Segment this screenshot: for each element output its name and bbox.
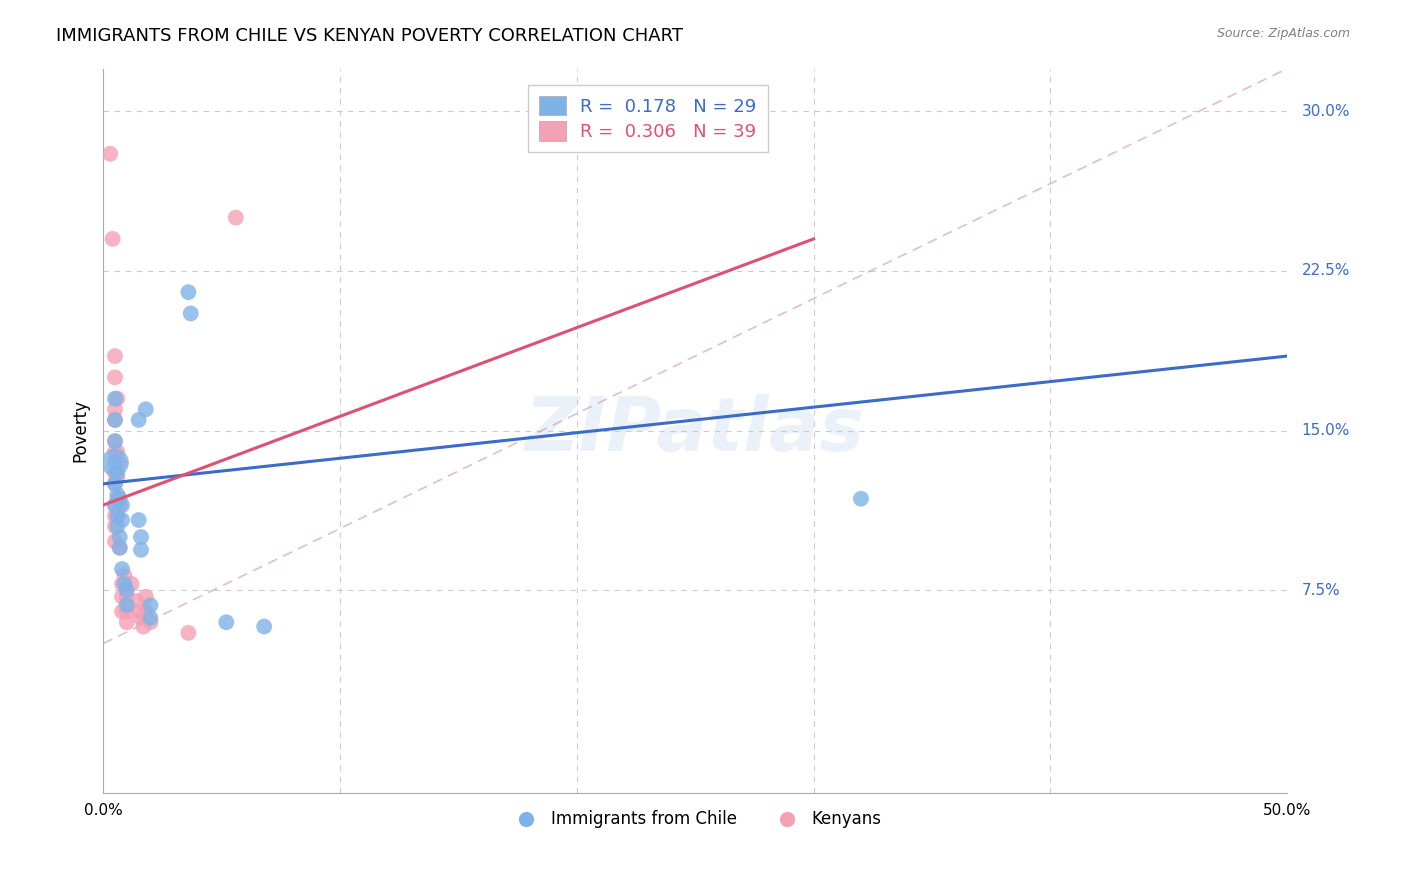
- Point: [114, 577, 136, 591]
- Point: [101, 232, 124, 246]
- Point: [104, 445, 127, 459]
- Point: [129, 611, 152, 625]
- Point: [104, 498, 127, 512]
- Text: 22.5%: 22.5%: [1302, 263, 1350, 278]
- Point: [180, 306, 202, 320]
- Point: [115, 615, 138, 630]
- Text: 50.0%: 50.0%: [1263, 804, 1312, 818]
- Point: [104, 434, 127, 449]
- Point: [108, 491, 131, 506]
- Point: [849, 491, 872, 506]
- Y-axis label: Poverty: Poverty: [72, 399, 89, 462]
- Point: [105, 470, 128, 484]
- Point: [128, 513, 150, 527]
- Point: [108, 456, 131, 470]
- Text: 15.0%: 15.0%: [1302, 423, 1350, 438]
- Point: [128, 413, 150, 427]
- Point: [104, 370, 127, 384]
- Point: [98, 146, 121, 161]
- Point: [108, 541, 131, 555]
- Text: IMMIGRANTS FROM CHILE VS KENYAN POVERTY CORRELATION CHART: IMMIGRANTS FROM CHILE VS KENYAN POVERTY …: [56, 27, 683, 45]
- Point: [111, 577, 134, 591]
- Point: [253, 619, 276, 633]
- Point: [105, 508, 128, 523]
- Point: [129, 542, 152, 557]
- Point: [111, 513, 134, 527]
- Point: [115, 590, 138, 604]
- Point: [135, 402, 157, 417]
- Point: [139, 599, 162, 613]
- Text: 0.0%: 0.0%: [84, 804, 122, 818]
- Point: [105, 519, 128, 533]
- Point: [139, 611, 162, 625]
- Point: [108, 530, 131, 544]
- Point: [105, 487, 128, 501]
- Point: [111, 562, 134, 576]
- Point: [104, 456, 127, 470]
- Text: Source: ZipAtlas.com: Source: ZipAtlas.com: [1216, 27, 1350, 40]
- Text: 7.5%: 7.5%: [1302, 582, 1340, 598]
- Point: [225, 211, 247, 225]
- Point: [104, 476, 127, 491]
- Text: 30.0%: 30.0%: [1302, 103, 1350, 119]
- Point: [104, 476, 127, 491]
- Point: [135, 605, 157, 619]
- Point: [104, 434, 127, 449]
- Point: [104, 498, 127, 512]
- Point: [135, 590, 157, 604]
- Point: [139, 615, 162, 630]
- Point: [121, 577, 143, 591]
- Point: [114, 568, 136, 582]
- Legend: Immigrants from Chile, Kenyans: Immigrants from Chile, Kenyans: [502, 804, 889, 835]
- Point: [104, 349, 127, 363]
- Point: [104, 413, 127, 427]
- Point: [115, 605, 138, 619]
- Point: [215, 615, 238, 630]
- Point: [108, 498, 131, 512]
- Point: [111, 590, 134, 604]
- Point: [132, 619, 155, 633]
- Point: [125, 594, 148, 608]
- Point: [129, 530, 152, 544]
- Point: [105, 466, 128, 480]
- Point: [104, 534, 127, 549]
- Point: [105, 491, 128, 506]
- Point: [104, 402, 127, 417]
- Point: [108, 541, 131, 555]
- Point: [115, 599, 138, 613]
- Text: ZIPatlas: ZIPatlas: [526, 394, 865, 467]
- Point: [104, 392, 127, 406]
- Point: [104, 519, 127, 533]
- Point: [177, 285, 200, 300]
- Point: [128, 605, 150, 619]
- Point: [104, 466, 127, 480]
- Point: [104, 508, 127, 523]
- Point: [104, 456, 127, 470]
- Point: [105, 392, 128, 406]
- Point: [104, 413, 127, 427]
- Point: [111, 605, 134, 619]
- Point: [177, 626, 200, 640]
- Point: [105, 508, 128, 523]
- Point: [115, 583, 138, 598]
- Point: [105, 445, 128, 459]
- Point: [111, 498, 134, 512]
